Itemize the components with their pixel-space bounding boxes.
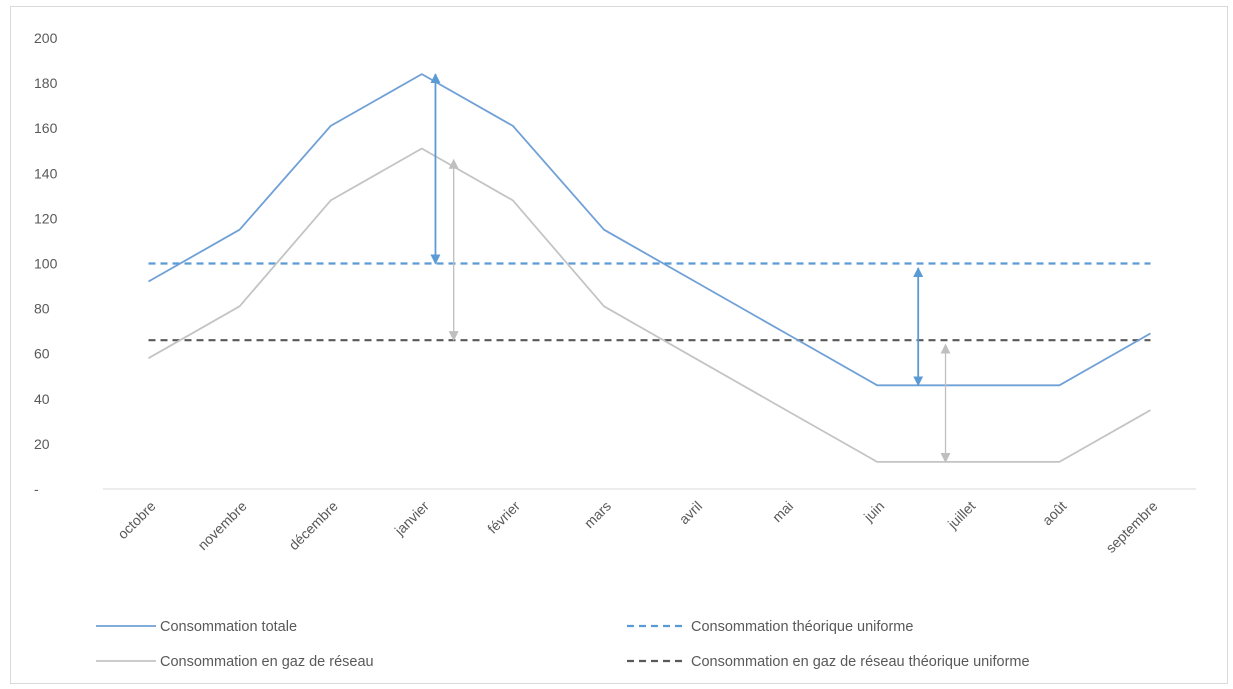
y-tick-label: 140 [34,165,58,181]
legend-label: Consommation en gaz de réseau [160,654,374,670]
x-tick-label: février [484,498,523,537]
x-axis-labels: octobre novembre décembre janvier février mar… [114,498,1160,556]
legend-label: Consommation en gaz de réseau théorique … [691,654,1030,670]
series-line [148,147,1151,463]
legend: Consommation totale Consommation théoriqu… [96,619,1030,670]
x-tick-label: mars [581,498,614,531]
x-tick-label: juin [860,498,887,525]
y-axis-labels: - 20 40 60 80 100 120 140 160 180 200 [34,30,58,497]
x-tick-label: novembre [194,498,249,553]
y-tick-label: 180 [34,75,58,91]
y-tick-label: - [34,481,39,497]
legend-label: Consommation totale [160,619,297,635]
x-tick-label: avril [676,498,705,527]
x-tick-label: septembre [1102,498,1160,556]
y-tick-label: 160 [34,120,58,136]
y-tick-label: 100 [34,256,58,272]
y-tick-label: 80 [34,301,50,317]
legend-label: Consommation théorique uniforme [691,619,913,635]
x-tick-label: juillet [944,498,979,533]
y-tick-label: 40 [34,391,50,407]
y-tick-label: 200 [34,30,58,46]
series-line [148,73,1151,387]
y-tick-label: 120 [34,210,58,226]
x-tick-label: mai [769,498,796,525]
annotation-layer [430,73,951,463]
x-tick-label: décembre [285,498,340,553]
chart-frame [10,6,1228,684]
series-layer [148,73,1151,463]
y-tick-label: 20 [34,436,50,452]
x-tick-label: janvier [391,498,432,539]
x-tick-label: octobre [114,498,158,542]
y-tick-label: 60 [34,346,50,362]
x-tick-label: août [1039,498,1070,529]
